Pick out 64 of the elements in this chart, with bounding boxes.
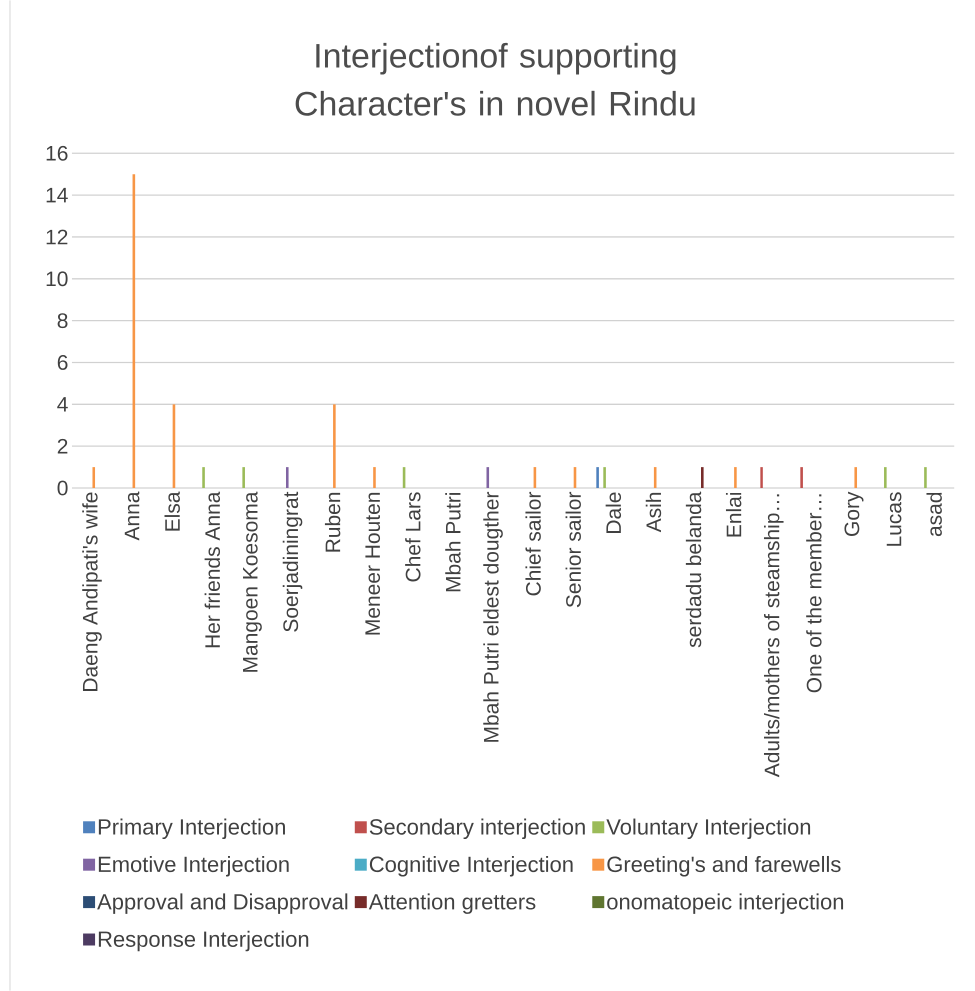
x-tick-label: asad [926,492,942,536]
y-tick-label: 2 [58,438,68,454]
bar [92,467,95,488]
bar [402,467,406,488]
x-tick-label: Ruben [324,492,340,552]
legend-label: Attention gretters [368,893,536,914]
chart-title: Interjectionof supporting Character's in novel Rindu [296,42,694,116]
legend-label: Response Interjection [98,930,308,952]
x-tick-label: Asih [646,492,662,532]
y-tick-label: 8 [58,313,68,328]
x-tick-label: Daeng Andipati's wife [82,492,102,691]
legend-label: Primary Interjection [98,818,285,840]
y-tick-label: 14 [46,188,68,202]
bar [924,467,927,488]
legend-label: Greeting's and farewells [607,856,840,876]
bar [332,404,336,488]
bar [172,404,176,488]
bar [800,467,803,488]
bar [596,467,599,488]
y-tick-label: 0 [57,480,68,496]
x-tick-label: Mbah Putri [445,492,461,592]
x-tick-label: Chief sailor [525,492,541,596]
x-tick-label: Mbah Putri eldest dougther [483,492,503,742]
bar [202,467,205,488]
x-tick-label: serdadu belanda [686,492,702,648]
x-tick-label: Enlai [726,492,742,536]
x-tick-label: Adults/mothers of steamship… [764,494,784,778]
bar [242,467,245,488]
legend-label: Approval and Disapproval [97,893,348,914]
x-tick-label: Anna [124,492,140,540]
x-tick-label: Dale [606,492,621,533]
y-tick-label: 4 [57,397,68,412]
y-tick-label: 6 [58,355,68,370]
bar [854,467,857,488]
x-tick-label: Her friends Anna [204,492,220,648]
y-tick-label: 16 [46,146,68,161]
bar [734,467,737,488]
bar [574,467,576,488]
bar [533,467,536,488]
legend-label: onomatopeic interjection [607,893,843,914]
x-tick-label: Gory [844,492,864,536]
bar [700,467,704,488]
x-tick-label: Soerjadiningrat [282,492,302,632]
legend-label: Secondary interjection [370,818,585,840]
bar [760,467,763,488]
bar [486,467,489,488]
bar [654,467,656,488]
x-tick-label: Elsa [164,492,180,531]
x-tick-label: Senior sailor [565,492,581,608]
bar [603,467,606,488]
x-tick-label: Lucas [886,492,902,546]
x-tick-label: Meneer Houten [365,492,380,634]
legend-label: Voluntary Interjection [606,818,810,840]
bar [373,467,376,488]
x-tick-label: Mangoen Koesoma [242,492,262,672]
x-tick-label: Chef Lars [405,492,420,582]
y-tick-label: 10 [46,271,68,286]
bar [132,174,136,488]
bar [286,467,288,488]
y-tick-label: 12 [46,230,68,244]
bar [884,467,887,488]
legend-label: Cognitive Interjection [370,856,572,876]
legend-label: Emotive Interjection [98,856,289,876]
x-tick-label: One of the member… [806,494,822,692]
